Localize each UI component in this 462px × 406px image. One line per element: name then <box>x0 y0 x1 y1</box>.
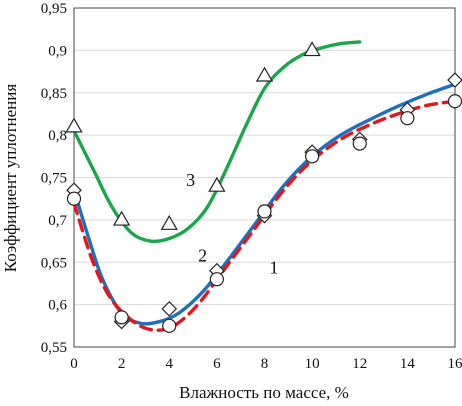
curve-label-2: 2 <box>198 245 207 265</box>
x-tick-label: 14 <box>400 356 416 372</box>
y-tick-label: 0,65 <box>41 255 67 271</box>
y-tick-label: 0,8 <box>48 128 67 144</box>
series-3-point <box>255 66 274 82</box>
series-1-point <box>66 191 82 206</box>
series-3-point <box>303 41 321 57</box>
x-tick-label: 16 <box>448 356 462 372</box>
series-1-point <box>352 136 367 151</box>
x-axis-title: Влажность по массе, % <box>179 383 349 402</box>
series-1-point <box>305 149 320 164</box>
x-tick-label: 0 <box>70 356 78 372</box>
x-tick-label: 10 <box>305 356 320 372</box>
x-tick-label: 6 <box>213 356 221 372</box>
series-3-point <box>65 117 83 133</box>
series-2-curve <box>72 82 457 326</box>
y-tick-label: 0,85 <box>41 86 67 102</box>
curve-label-layer: 1 2 3 <box>186 170 278 277</box>
plot-frame <box>73 7 456 348</box>
curve-label-3: 3 <box>186 170 195 190</box>
series-3-point <box>112 210 131 226</box>
series-3-point <box>208 176 226 192</box>
y-tick-label: 0,55 <box>41 340 67 356</box>
y-tick-label: 0,7 <box>48 213 67 229</box>
x-tick-label: 2 <box>118 356 126 372</box>
series-3-curve <box>72 40 362 244</box>
series-1-curve <box>72 99 457 332</box>
y-tick-label: 0,9 <box>48 43 67 59</box>
y-axis-title: Коэффициент уплотнения <box>1 84 20 273</box>
x-tick-label: 4 <box>166 356 174 372</box>
y-tick-label: 0,75 <box>41 171 67 187</box>
series-2-point <box>447 72 462 88</box>
x-tick-label: 8 <box>261 356 269 372</box>
series-layer <box>65 40 462 333</box>
y-tick-label: 0,6 <box>48 298 67 314</box>
y-tick-label: 0,95 <box>41 1 67 17</box>
series-1-point <box>162 318 177 333</box>
x-tick-label: 12 <box>352 356 367 372</box>
series-3-point <box>160 214 178 230</box>
series-1-point <box>114 310 129 325</box>
grid-layer <box>74 7 455 348</box>
curve-label-1: 1 <box>270 257 279 277</box>
series-1-point <box>209 272 224 287</box>
tick-layer: 0,55 0,6 0,65 0,7 0,75 0,8 0,85 0,9 0,95 0 2 4 6 8 10 1… <box>41 1 462 372</box>
series-2-point <box>161 301 178 317</box>
series-1-point <box>257 204 272 219</box>
series-1-point <box>447 94 462 109</box>
series-1-point <box>400 111 415 126</box>
